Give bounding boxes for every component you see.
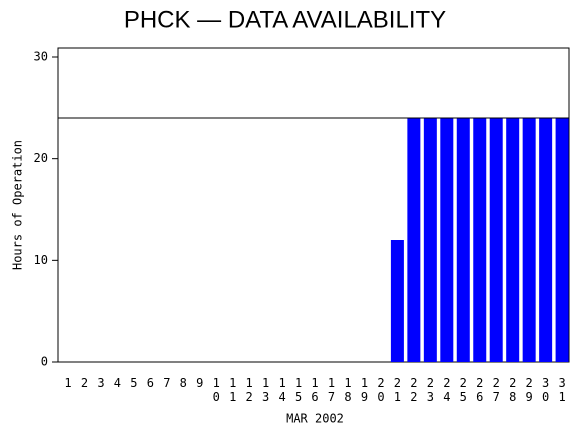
- bar: [473, 118, 487, 362]
- y-tick-label: 0: [41, 355, 48, 369]
- y-axis-label: Hours of Operation: [11, 140, 25, 270]
- y-tick-label: 20: [34, 151, 48, 165]
- bar: [506, 118, 520, 362]
- bar: [555, 118, 569, 362]
- plot-frame: [57, 47, 570, 363]
- y-tick-label: 10: [34, 253, 48, 267]
- bar: [440, 118, 454, 362]
- x-tick-label: 4: [114, 376, 121, 390]
- x-tick-label: 1: [64, 376, 71, 390]
- x-tick-label: 5: [130, 376, 137, 390]
- x-tick-label: 8: [180, 376, 187, 390]
- bar: [407, 118, 421, 362]
- x-axis-label: MAR 2002: [286, 412, 344, 426]
- bar: [539, 118, 553, 362]
- bar: [390, 240, 404, 362]
- x-tick-label: 7: [163, 376, 170, 390]
- bar: [456, 118, 470, 362]
- chart-title: PHCK — DATA AVAILABILITY: [124, 6, 446, 33]
- bar: [489, 118, 503, 362]
- bar: [423, 118, 437, 362]
- x-tick-label: 2: [81, 376, 88, 390]
- bar: [522, 118, 536, 362]
- x-tick-label: 6: [147, 376, 154, 390]
- x-tick-label: 3: [97, 376, 104, 390]
- y-tick-label: 30: [34, 50, 48, 64]
- x-tick-label: 9: [196, 376, 203, 390]
